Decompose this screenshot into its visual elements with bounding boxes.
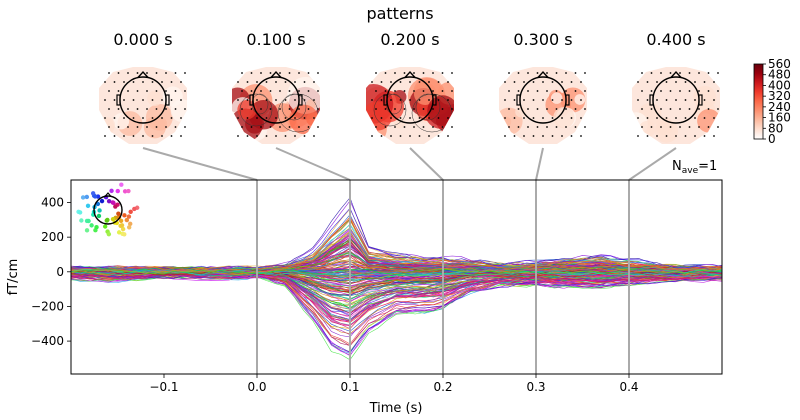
topomap-2: 0.200 s [366,30,454,144]
left-ear [249,94,254,106]
channel-trace [71,227,722,272]
right-ear [698,94,703,106]
nave-annotation: Nave=1 [672,159,717,176]
channel-trace [71,270,722,297]
channel-trace [71,268,722,275]
colorbar-tick-label: 560 [768,57,791,71]
nose-outline [137,70,149,78]
right-ear [298,94,303,106]
x-tick-label: 0.4 [619,380,638,394]
right-ear [165,94,170,106]
topomap-row: 0.000 s 0.100 s 0.200 s 0.300 s 0.400 s [99,30,720,144]
channel-trace [71,275,722,354]
x-tick-label: 0.2 [433,380,452,394]
y-tick-label: 200 [41,230,64,244]
x-tick-label: 0.3 [526,380,545,394]
topomap-time-label: 0.400 s [646,30,705,49]
figure-title: patterns [366,4,433,23]
colorbar-tick-label: 320 [768,89,791,103]
colorbar-tick-label: 160 [768,111,791,125]
y-tick-label: 400 [41,196,64,210]
topomap-activity [232,76,320,142]
nose-outline [537,70,549,78]
topomap-3: 0.300 s [499,30,587,144]
x-axis-label: Time (s) [369,401,423,416]
x-tick-label: 0.1 [340,380,359,394]
connector-line [142,147,258,181]
topomap-connector-lines [142,147,677,181]
colorbar-tick-label: 400 [768,78,791,92]
y-tick-label: −400 [31,334,64,348]
y-axis-label: fT/cm [6,259,21,296]
colorbar-tick-label: 240 [768,100,791,114]
y-tick-label: −200 [31,299,64,313]
channel-trace [71,251,722,274]
channel-trace [71,274,722,361]
butterfly-plot-axes: −0.1 0.0 0.1 0.2 0.3 0.4 400 200 0 −200 −400 Time… [6,159,723,416]
left-ear [649,94,654,106]
connector-line [535,147,544,181]
y-axis-ticks: 400 200 0 −200 −400 [31,196,71,348]
channel-trace [71,260,722,276]
left-ear [516,94,521,106]
x-tick-label: 0.0 [247,380,266,394]
channel-trace [71,237,722,273]
colorbar-tick-label: 80 [768,121,783,135]
topomap-time-label: 0.000 s [113,30,172,49]
topomap-0: 0.000 s [99,30,187,144]
topomap-1: 0.100 s [232,30,320,144]
topomap-time-label: 0.100 s [246,30,305,49]
topomap-time-label: 0.300 s [513,30,572,49]
topomap-time-label: 0.200 s [380,30,439,49]
channel-traces [71,197,722,361]
connector-line [628,147,677,181]
colorbar-tick-label: 480 [768,68,791,82]
channel-trace [71,273,722,322]
colorbar-tick-label: 0 [768,132,776,146]
y-tick-label: 0 [56,265,64,279]
sensor-position-inset [76,182,140,237]
nose-outline [404,70,416,78]
topomap-4: 0.400 s [632,30,720,144]
time-marker-lines [256,180,630,374]
nose-outline [270,70,282,78]
left-ear [116,94,121,106]
colorbar-gradient [753,63,764,140]
x-axis-ticks: −0.1 0.0 0.1 0.2 0.3 0.4 [149,374,639,394]
connector-line [275,147,351,181]
nose-outline [670,70,682,78]
right-ear [432,94,437,106]
plot-frame [70,179,723,375]
right-ear [565,94,570,106]
left-ear [383,94,388,106]
connector-line [409,147,444,181]
inset-head-outline [93,195,123,225]
x-tick-label: −0.1 [149,380,178,394]
